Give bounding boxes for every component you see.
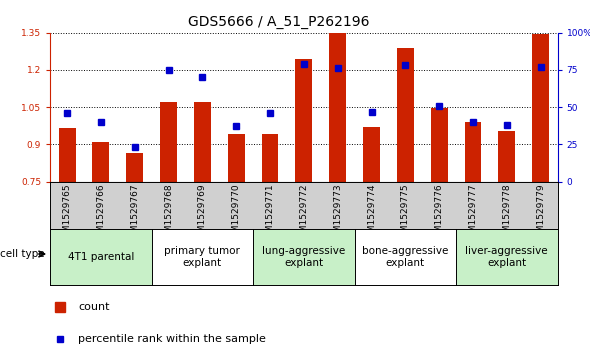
- Bar: [329, 33, 346, 182]
- Bar: [296, 59, 312, 182]
- Text: GSM1529779: GSM1529779: [536, 184, 545, 245]
- Text: GSM1529773: GSM1529773: [333, 184, 342, 245]
- Text: count: count: [78, 302, 110, 313]
- Text: GSM1529774: GSM1529774: [367, 184, 376, 244]
- Text: liver-aggressive
explant: liver-aggressive explant: [466, 246, 548, 268]
- Bar: [228, 134, 245, 182]
- Text: GSM1529766: GSM1529766: [96, 184, 106, 245]
- Text: GSM1529765: GSM1529765: [63, 184, 71, 245]
- Text: primary tumor
explant: primary tumor explant: [165, 246, 240, 268]
- Text: GSM1529768: GSM1529768: [164, 184, 173, 245]
- Bar: [126, 153, 143, 182]
- Text: GSM1529777: GSM1529777: [468, 184, 477, 245]
- Text: cell type: cell type: [0, 249, 45, 259]
- Text: GSM1529778: GSM1529778: [502, 184, 512, 245]
- Bar: [499, 131, 515, 182]
- Bar: [363, 127, 380, 182]
- Text: GSM1529771: GSM1529771: [266, 184, 274, 245]
- Bar: [160, 102, 177, 182]
- Bar: [93, 142, 109, 182]
- Text: percentile rank within the sample: percentile rank within the sample: [78, 334, 266, 344]
- Bar: [397, 48, 414, 182]
- Text: 4T1 parental: 4T1 parental: [68, 252, 134, 262]
- Text: GSM1529775: GSM1529775: [401, 184, 410, 245]
- Text: GSM1529776: GSM1529776: [435, 184, 444, 245]
- Bar: [58, 128, 76, 182]
- Bar: [194, 102, 211, 182]
- Bar: [431, 108, 448, 182]
- Text: bone-aggressive
explant: bone-aggressive explant: [362, 246, 448, 268]
- Text: lung-aggressive
explant: lung-aggressive explant: [262, 246, 346, 268]
- Bar: [261, 134, 278, 182]
- Text: GSM1529769: GSM1529769: [198, 184, 207, 245]
- Bar: [532, 34, 549, 182]
- Text: GSM1529767: GSM1529767: [130, 184, 139, 245]
- Text: GSM1529772: GSM1529772: [299, 184, 309, 244]
- Bar: [464, 122, 481, 182]
- Text: GSM1529770: GSM1529770: [232, 184, 241, 245]
- Title: GDS5666 / A_51_P262196: GDS5666 / A_51_P262196: [188, 15, 369, 29]
